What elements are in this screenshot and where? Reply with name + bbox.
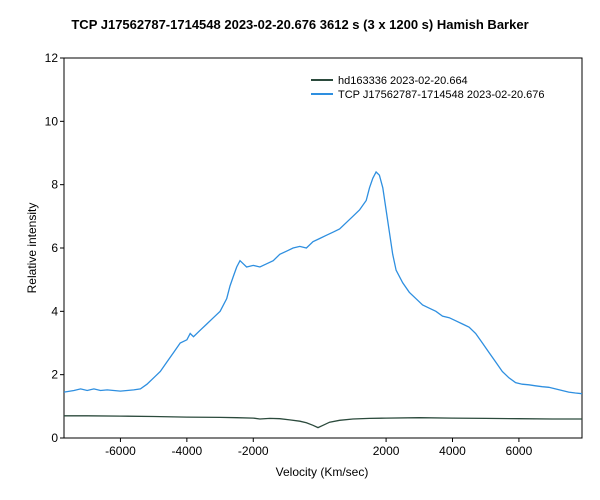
y-axis-label: Relative intensity: [25, 203, 39, 294]
series-line-1: [64, 415, 582, 429]
plot-frame: [63, 57, 583, 439]
legend: hd163336 2023-02-20.664 TCP J17562787-171…: [311, 75, 545, 101]
x-tick-label: -6000: [105, 444, 136, 458]
series-layer: [63, 170, 583, 429]
y-tick-label: 12: [45, 51, 59, 65]
x-tick-label: -2000: [238, 444, 269, 458]
legend-label-2: TCP J17562787-1714548 2023-02-20.676: [338, 89, 545, 101]
x-axis-ticks: -6000 -4000 -2000 2000 4000 6000: [105, 438, 533, 458]
y-tick-label: 10: [45, 114, 59, 128]
y-axis-ticks: 0 2 4 6 8 10 12: [45, 51, 64, 445]
y-tick-label: 0: [51, 431, 58, 445]
y-tick-label: 4: [51, 304, 58, 318]
x-tick-label: 6000: [506, 444, 533, 458]
x-tick-label: 4000: [439, 444, 466, 458]
y-tick-label: 2: [51, 368, 58, 382]
x-tick-label: -4000: [172, 444, 203, 458]
x-tick-label: 2000: [373, 444, 400, 458]
y-tick-label: 8: [51, 178, 58, 192]
y-tick-label: 6: [51, 241, 58, 255]
legend-label-1: hd163336 2023-02-20.664: [338, 75, 468, 87]
series-line-2: [63, 170, 583, 395]
chart-title: TCP J17562787-1714548 2023-02-20.676 361…: [71, 17, 528, 32]
x-axis-label: Velocity (Km/sec): [276, 465, 369, 479]
